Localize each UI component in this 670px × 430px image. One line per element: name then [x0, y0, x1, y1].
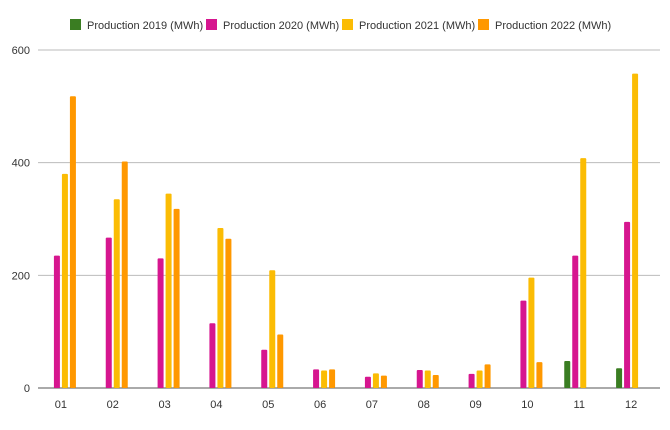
chart-bars	[53, 73, 639, 389]
x-tick-label: 05	[262, 399, 274, 411]
bar-3-06	[329, 369, 336, 388]
bar-2-12	[632, 73, 639, 388]
bar-1-12	[624, 221, 631, 388]
bar-2-09	[476, 370, 483, 388]
legend-label: Production 2022 (MWh)	[495, 20, 611, 32]
bar-1-09	[468, 373, 475, 388]
legend-swatch	[342, 19, 353, 30]
x-tick-label: 02	[107, 399, 119, 411]
y-axis-ticks: 0 200 400 600	[12, 45, 30, 395]
bar-2-11	[580, 158, 587, 388]
bar-1-01	[53, 255, 60, 388]
bar-1-04	[209, 323, 216, 388]
legend-item[interactable]: Production 2022 (MWh)	[478, 19, 611, 32]
bar-3-10	[536, 362, 543, 388]
x-tick-label: 06	[314, 399, 326, 411]
x-tick-label: 12	[625, 399, 637, 411]
bar-2-02	[113, 199, 120, 388]
x-tick-label: 08	[418, 399, 430, 411]
chart-legend: Production 2019 (MWh) Production 2020 (MW…	[70, 19, 611, 32]
x-tick-label: 01	[55, 399, 67, 411]
x-tick-label: 03	[158, 399, 170, 411]
legend-item[interactable]: Production 2021 (MWh)	[342, 19, 475, 32]
x-tick-label: 07	[366, 399, 378, 411]
legend-label: Production 2020 (MWh)	[223, 20, 339, 32]
bar-3-08	[432, 375, 439, 388]
bar-1-02	[105, 237, 112, 388]
bar-1-11	[572, 255, 579, 388]
chart-gridlines	[38, 49, 660, 389]
legend-swatch	[70, 19, 81, 30]
bar-2-04	[217, 228, 224, 388]
bar-1-07	[364, 376, 371, 388]
bar-0-11	[564, 360, 571, 388]
y-tick-label: 0	[24, 383, 30, 395]
bar-2-06	[321, 370, 328, 388]
legend-label: Production 2021 (MWh)	[359, 20, 475, 32]
bar-1-10	[520, 300, 527, 388]
bar-2-10	[528, 277, 535, 388]
y-tick-label: 600	[12, 45, 30, 57]
bar-3-01	[69, 96, 76, 389]
bar-3-02	[121, 161, 128, 388]
bar-3-09	[484, 364, 491, 388]
x-tick-label: 11	[574, 399, 585, 411]
bar-3-07	[380, 375, 387, 388]
bar-1-08	[416, 369, 423, 388]
bar-3-04	[225, 238, 232, 388]
y-tick-label: 400	[12, 158, 30, 170]
x-tick-label: 09	[469, 399, 481, 411]
bar-1-03	[157, 258, 164, 388]
legend-swatch	[206, 19, 217, 30]
y-tick-label: 200	[12, 270, 30, 282]
bar-2-05	[269, 270, 276, 388]
legend-item[interactable]: Production 2020 (MWh)	[206, 19, 339, 32]
legend-swatch	[478, 19, 489, 30]
bar-3-05	[277, 334, 284, 388]
bar-1-05	[261, 349, 268, 388]
bar-3-03	[173, 208, 180, 388]
bar-2-08	[424, 370, 431, 388]
x-axis: 01 02 03 04 05 06 07 08 09 10 11 12	[55, 399, 637, 411]
x-tick-label: 10	[521, 399, 533, 411]
bar-2-03	[165, 193, 172, 388]
bar-2-01	[61, 173, 68, 388]
bar-0-12	[616, 368, 623, 388]
x-tick-label: 04	[210, 399, 222, 411]
bar-2-07	[372, 373, 379, 388]
legend-item[interactable]: Production 2019 (MWh)	[70, 19, 203, 32]
legend-label: Production 2019 (MWh)	[87, 20, 203, 32]
bar-1-06	[313, 369, 320, 388]
